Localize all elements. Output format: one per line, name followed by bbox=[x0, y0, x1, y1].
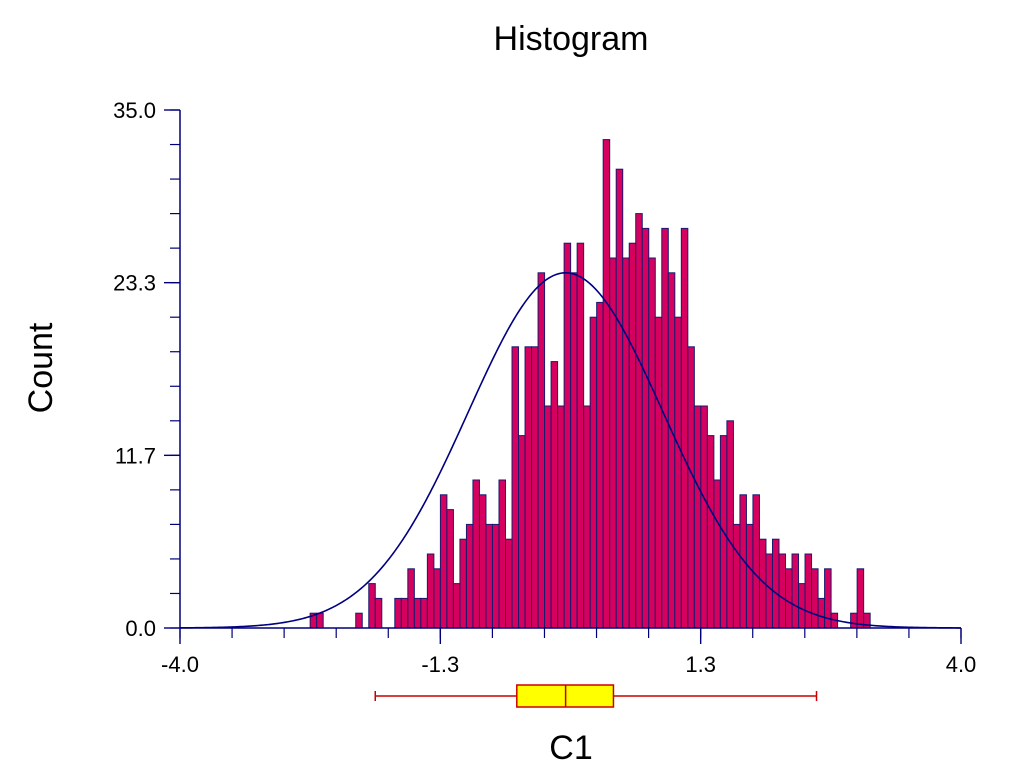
histogram-bar bbox=[485, 523, 493, 629]
histogram-bar bbox=[667, 272, 676, 629]
x-axis-label: C1 bbox=[549, 729, 592, 767]
histogram-bar bbox=[752, 494, 760, 629]
histogram-bar bbox=[400, 597, 409, 629]
histogram-bar bbox=[700, 405, 708, 629]
histogram-bar bbox=[550, 361, 559, 629]
axes: 0.0 11.7 23.3 35.0 -4.0 -1.3 1.3 4.0 bbox=[113, 98, 976, 677]
histogram-bar bbox=[771, 538, 780, 629]
histogram-bar bbox=[817, 597, 826, 629]
chart-title: Histogram bbox=[494, 20, 649, 58]
y-axis-label: Count bbox=[22, 322, 60, 413]
histogram-bar bbox=[316, 612, 324, 629]
histogram-bar bbox=[615, 168, 624, 629]
histogram-bars bbox=[309, 139, 871, 629]
histogram-bar bbox=[811, 568, 819, 629]
histogram-bar bbox=[557, 405, 565, 629]
histogram-bar bbox=[589, 316, 598, 629]
histogram-bar bbox=[563, 242, 572, 629]
histogram-bar bbox=[641, 227, 650, 629]
histogram-bar bbox=[739, 494, 747, 629]
histogram-bar bbox=[648, 257, 656, 629]
histogram-bar bbox=[518, 435, 526, 629]
normal-fit-curve-layer bbox=[179, 272, 962, 629]
histogram-bar bbox=[706, 435, 715, 629]
y-tick-label: 0.0 bbox=[125, 616, 156, 641]
histogram-bar bbox=[576, 242, 585, 629]
x-tick-label: 1.3 bbox=[685, 652, 716, 677]
histogram-bar bbox=[850, 612, 858, 629]
histogram-bar bbox=[765, 553, 773, 629]
histogram-bar bbox=[798, 583, 806, 629]
histogram-bar bbox=[680, 227, 689, 629]
histogram-bar bbox=[531, 346, 539, 629]
histogram-bar bbox=[654, 316, 663, 629]
histogram-bar bbox=[511, 346, 520, 629]
histogram-bar bbox=[622, 257, 630, 629]
normal-fit-curve bbox=[179, 272, 962, 629]
histogram-bar bbox=[433, 568, 441, 629]
histogram-bar bbox=[368, 583, 376, 629]
boxplot bbox=[374, 684, 818, 708]
histogram-bar bbox=[628, 242, 637, 629]
histogram-bar bbox=[661, 227, 669, 629]
x-tick-label: 4.0 bbox=[946, 652, 977, 677]
histogram-bar bbox=[732, 523, 741, 629]
histogram-bar bbox=[524, 346, 533, 629]
histogram-bar bbox=[778, 553, 787, 629]
histogram-bar bbox=[804, 553, 813, 629]
histogram-bar bbox=[355, 612, 363, 629]
histogram-bar bbox=[583, 405, 591, 629]
histogram-bar bbox=[674, 316, 682, 629]
histogram-bar bbox=[407, 568, 415, 629]
histogram-bar bbox=[544, 405, 552, 629]
histogram-bar bbox=[693, 405, 702, 629]
y-tick-label: 11.7 bbox=[115, 443, 156, 468]
histogram-bar bbox=[596, 301, 604, 629]
histogram-bar bbox=[687, 346, 695, 629]
histogram-bar bbox=[602, 139, 611, 629]
x-tick-label: -1.3 bbox=[421, 652, 459, 677]
histogram-bar bbox=[498, 479, 507, 629]
histogram-bar bbox=[570, 272, 578, 629]
y-tick-label: 35.0 bbox=[113, 98, 156, 123]
histogram-bar bbox=[505, 538, 513, 629]
histogram-bar bbox=[426, 553, 435, 629]
histogram-bar bbox=[472, 479, 480, 629]
histogram-bar bbox=[420, 597, 428, 629]
histogram-bar bbox=[446, 509, 454, 629]
histogram-bar bbox=[459, 538, 467, 629]
histogram-bar bbox=[452, 583, 461, 629]
histogram-bar bbox=[374, 597, 383, 629]
histogram-bar bbox=[635, 213, 643, 629]
y-tick-label: 23.3 bbox=[113, 271, 156, 296]
histogram-bar bbox=[537, 272, 546, 629]
histogram-bar bbox=[439, 494, 448, 629]
histogram-bar bbox=[726, 420, 734, 629]
histogram-bar bbox=[791, 553, 800, 629]
histogram-bar bbox=[413, 597, 422, 629]
histogram-bar bbox=[745, 523, 754, 629]
histogram-bar bbox=[856, 568, 865, 629]
x-tick-label: -4.0 bbox=[161, 652, 199, 677]
histogram-bar bbox=[465, 523, 474, 629]
histogram-bar bbox=[394, 597, 402, 629]
histogram-bar bbox=[785, 568, 793, 629]
histogram-bar bbox=[478, 494, 487, 629]
histogram-bar bbox=[713, 479, 721, 629]
histogram-bar bbox=[491, 523, 500, 629]
